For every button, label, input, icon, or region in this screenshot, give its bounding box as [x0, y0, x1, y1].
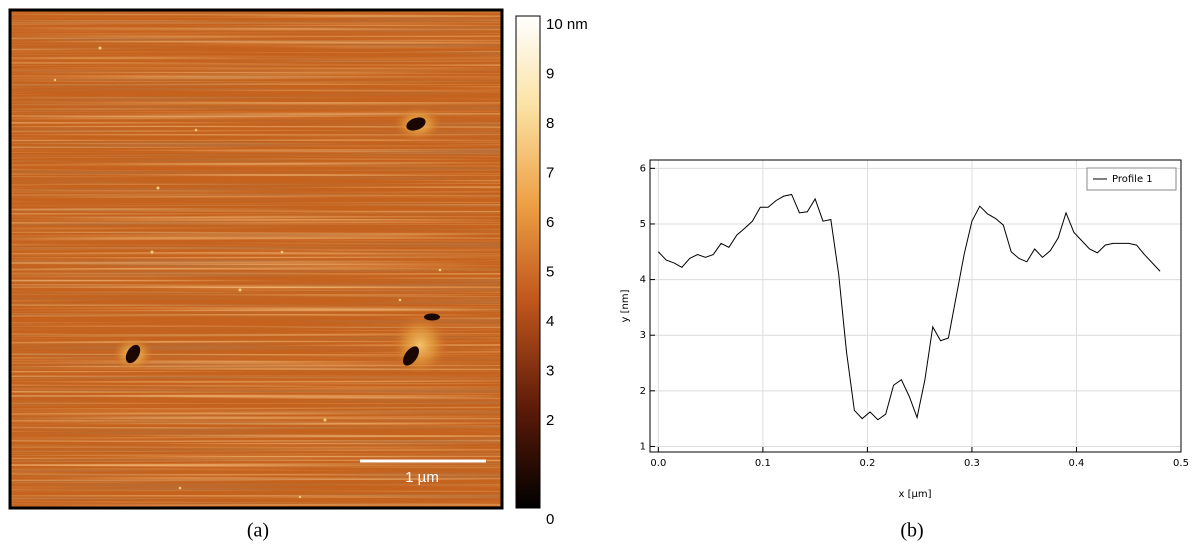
image-texture: [10, 10, 502, 508]
colorbar: [515, 15, 541, 509]
y-tick-label: 2: [640, 386, 646, 397]
colorbar-tick-label: 4: [546, 313, 554, 330]
y-axis-label: y [nm]: [620, 289, 631, 322]
afm-image: 1 µm (a): [8, 8, 541, 542]
pit: [125, 344, 141, 364]
y-tick-label: 6: [640, 163, 646, 174]
colorbar-tick-label: 5: [546, 263, 554, 280]
pit: [406, 117, 426, 131]
colorbar-tick-label: 2: [546, 412, 554, 429]
colorbar-tick-label: 9: [546, 65, 554, 82]
plot-frame: [649, 159, 1182, 453]
x-tick-label: 0.1: [755, 458, 771, 469]
caption: (b): [900, 520, 923, 542]
x-tick-label: 0.0: [650, 458, 666, 469]
colorbar-tick-label: 0: [546, 511, 554, 528]
x-tick-label: 0.5: [1173, 458, 1189, 469]
x-tick-label: 0.3: [964, 458, 980, 469]
caption: (a): [247, 520, 269, 542]
profile-chart: (b) x [µm] y [nm] 1 2 3 4 5 6 0.0 0.1 0.2 0.3 0.4 0…: [620, 159, 1189, 542]
x-tick-label: 0.2: [859, 458, 875, 469]
specks: [53, 46, 442, 499]
legend-box: [1086, 167, 1177, 191]
x-tick-label: 0.4: [1069, 458, 1085, 469]
y-tick-label: 1: [640, 441, 646, 452]
y-tick-label: 3: [640, 330, 646, 341]
y-tick-label: 4: [640, 275, 646, 286]
pit: [424, 313, 440, 321]
colorbar-tick-label: 3: [546, 362, 554, 379]
colorbar-tick-label: 6: [546, 214, 554, 231]
profile-line: [657, 193, 1161, 421]
colorbar-tick-label: 8: [546, 115, 554, 132]
colorbar-tick-label: 10 nm: [546, 16, 588, 33]
y-tick-label: 5: [640, 219, 646, 230]
scale-bar-label: 1 µm: [405, 469, 439, 486]
pit: [403, 346, 419, 366]
halo: [390, 313, 450, 377]
image-border: [8, 8, 504, 510]
legend-label: Profile 1: [1112, 174, 1153, 185]
colorbar-tick-label: 7: [546, 164, 554, 181]
x-axis-label: x [µm]: [898, 489, 931, 500]
